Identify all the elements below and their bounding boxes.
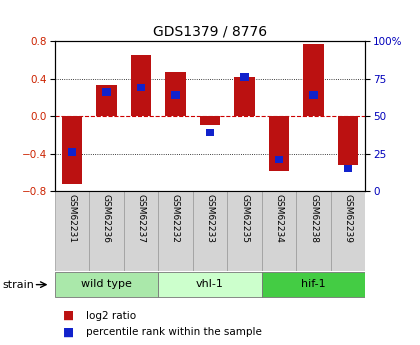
Text: wild type: wild type <box>81 279 132 289</box>
Text: hif-1: hif-1 <box>301 279 326 289</box>
Text: percentile rank within the sample: percentile rank within the sample <box>86 327 262 337</box>
Bar <box>68 148 76 156</box>
Bar <box>206 129 214 136</box>
Bar <box>131 56 151 117</box>
Bar <box>193 191 227 271</box>
Bar <box>309 91 318 99</box>
Bar <box>200 117 221 125</box>
Text: strain: strain <box>2 280 34 289</box>
Bar <box>136 84 145 91</box>
Bar <box>303 44 324 117</box>
Bar <box>269 117 289 171</box>
Bar <box>275 156 284 163</box>
Text: GSM62236: GSM62236 <box>102 194 111 243</box>
Text: GSM62234: GSM62234 <box>275 194 284 243</box>
Text: ■: ■ <box>63 309 74 322</box>
Bar <box>55 272 158 297</box>
Text: GSM62231: GSM62231 <box>67 194 76 243</box>
Text: GSM62235: GSM62235 <box>240 194 249 243</box>
Bar <box>102 88 111 96</box>
Bar <box>297 191 331 271</box>
Bar <box>61 117 82 184</box>
Title: GDS1379 / 8776: GDS1379 / 8776 <box>153 25 267 39</box>
Bar <box>55 191 89 271</box>
Text: GSM62238: GSM62238 <box>309 194 318 243</box>
Bar <box>158 272 262 297</box>
Text: GSM62237: GSM62237 <box>136 194 145 243</box>
Text: vhl-1: vhl-1 <box>196 279 224 289</box>
Bar <box>338 117 359 165</box>
Text: ■: ■ <box>63 325 74 338</box>
Bar <box>96 86 117 117</box>
Bar <box>227 191 262 271</box>
Text: log2 ratio: log2 ratio <box>86 311 136 321</box>
Text: GSM62233: GSM62233 <box>205 194 215 243</box>
Bar <box>262 272 365 297</box>
Bar <box>171 91 180 99</box>
Bar <box>344 165 352 172</box>
Bar <box>89 191 123 271</box>
Bar <box>165 72 186 117</box>
Bar <box>331 191 365 271</box>
Text: GSM62239: GSM62239 <box>344 194 353 243</box>
Bar <box>158 191 193 271</box>
Bar <box>262 191 297 271</box>
Bar <box>123 191 158 271</box>
Text: GSM62232: GSM62232 <box>171 194 180 243</box>
Bar <box>234 77 255 117</box>
Bar <box>240 73 249 81</box>
